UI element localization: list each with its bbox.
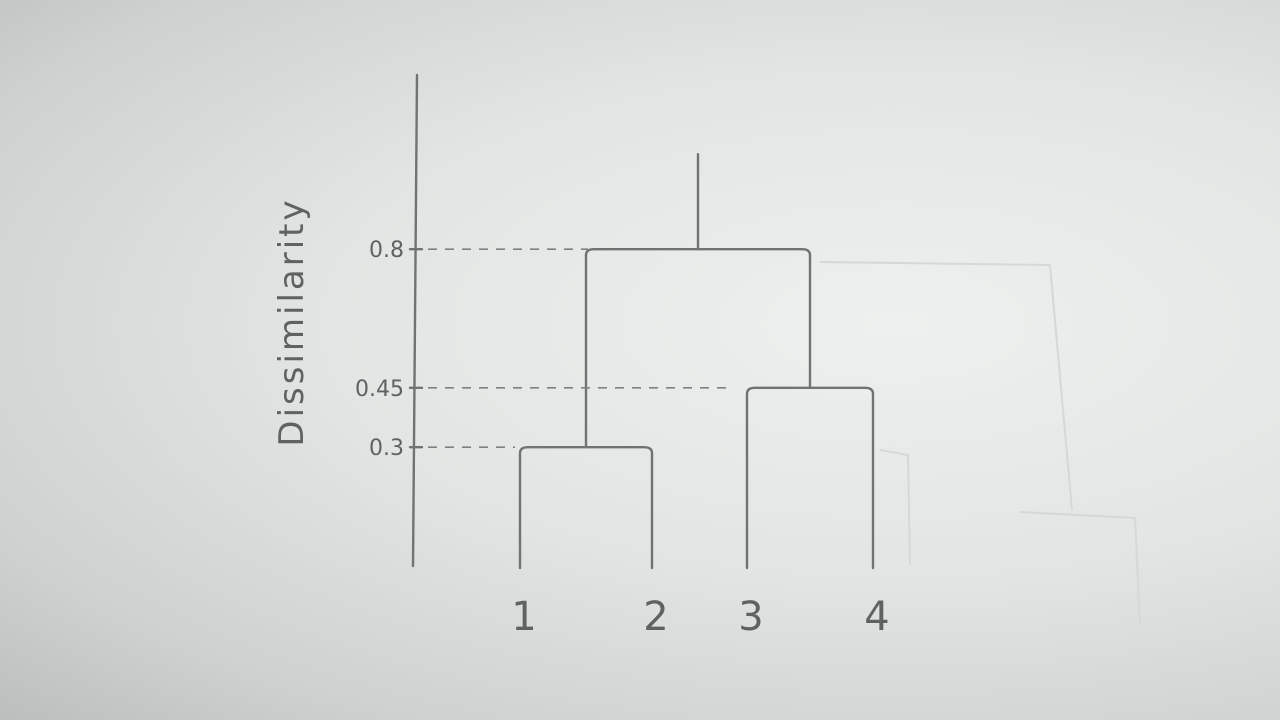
- merge-link-1: [518, 446, 654, 570]
- merge-link-3: [584, 248, 812, 449]
- leaf-label-2: 2: [643, 594, 668, 640]
- y-axis-label: Dissimilarity: [272, 197, 312, 446]
- merge-link-2: [745, 386, 875, 570]
- paper-shadow-marks: [819, 261, 1141, 626]
- y-tick-label-2: 0.8: [369, 238, 404, 263]
- leaf-labels: 1 2 3 4: [511, 594, 889, 640]
- leaf-label-3: 3: [738, 594, 763, 640]
- dendrogram-links: [428, 153, 875, 570]
- leaf-label-1: 1: [511, 594, 536, 640]
- y-axis-line: [411, 73, 419, 568]
- y-tick-label-1: 0.45: [355, 377, 404, 402]
- y-ticks: 0.3 0.45 0.8: [355, 238, 424, 461]
- leaf-label-4: 4: [864, 594, 889, 640]
- y-tick-label-0: 0.3: [369, 436, 404, 461]
